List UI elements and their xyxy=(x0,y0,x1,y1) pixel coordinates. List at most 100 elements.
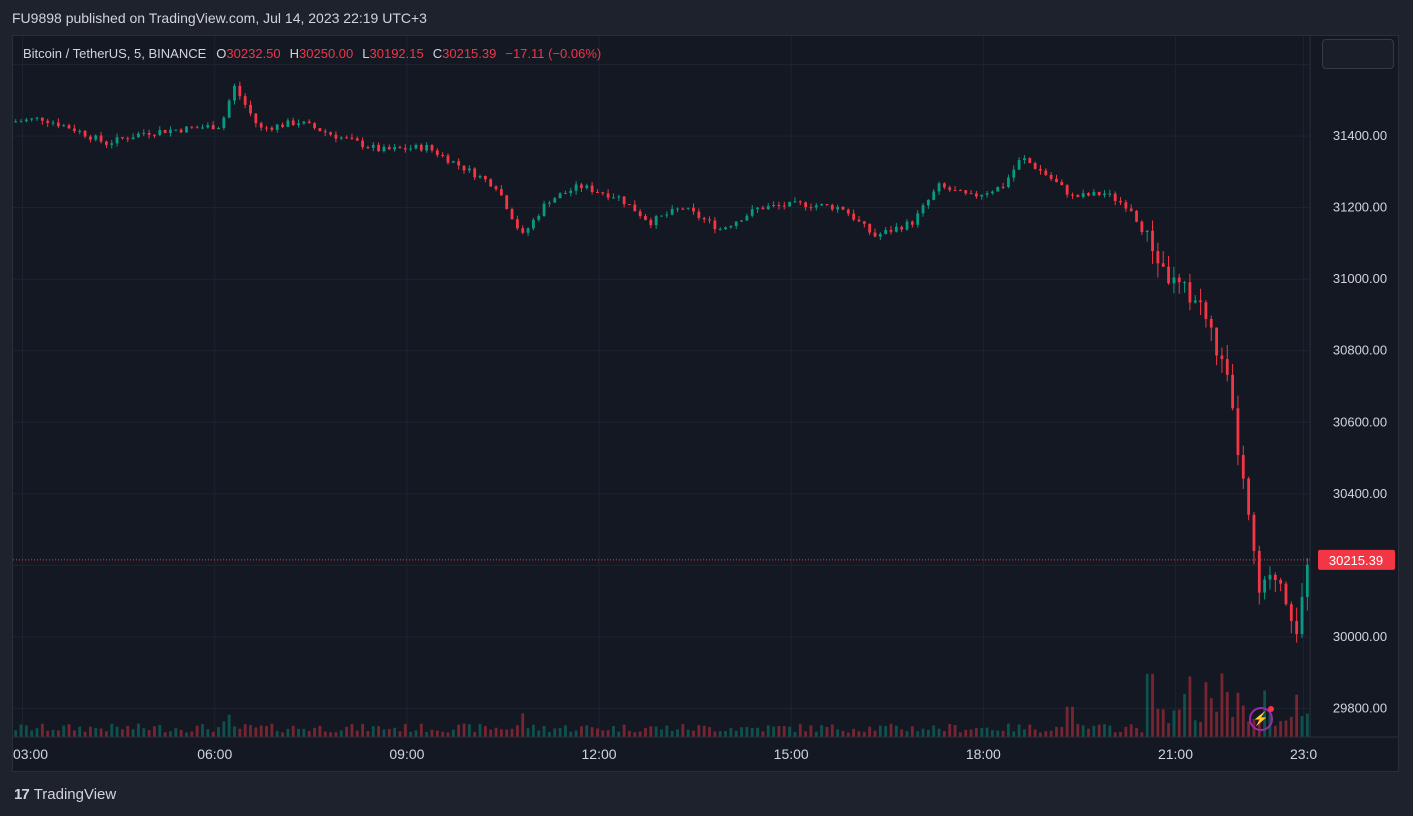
volume-bar xyxy=(499,729,503,737)
candle-body xyxy=(211,125,215,130)
volume-bar xyxy=(222,721,226,737)
volume-bar xyxy=(702,725,706,737)
volume-bar xyxy=(681,724,685,737)
volume-bar xyxy=(46,730,50,737)
candle-body xyxy=(233,85,236,101)
candle-body xyxy=(569,190,573,194)
publish-header: FU9898 published on TradingView.com, Jul… xyxy=(12,10,427,26)
candle-body xyxy=(1177,277,1181,283)
volume-bar xyxy=(942,730,946,737)
volume-bar xyxy=(265,726,268,737)
volume-bar xyxy=(622,724,626,737)
candle-body xyxy=(1113,193,1117,201)
candle-body xyxy=(750,209,754,216)
candle-body xyxy=(30,118,34,120)
volume-bar xyxy=(1113,732,1117,737)
candle-body xyxy=(649,219,653,226)
candle-body xyxy=(387,146,391,150)
volume-bar xyxy=(745,727,749,737)
volume-bar xyxy=(339,730,343,737)
volume-bar xyxy=(1204,682,1208,737)
high-label: H xyxy=(289,46,300,61)
volume-bar xyxy=(361,723,365,737)
candle-body xyxy=(1119,200,1122,203)
volume-bar xyxy=(307,731,311,737)
candle-body xyxy=(788,201,791,207)
candle-body xyxy=(537,215,541,220)
price-tick-label: 29800.00 xyxy=(1333,700,1387,715)
volume-bar xyxy=(510,728,514,737)
candle-body xyxy=(1033,163,1037,169)
volume-bar xyxy=(40,723,44,737)
candle-body xyxy=(1199,300,1202,303)
candle-body xyxy=(313,123,316,129)
candle-body xyxy=(72,128,76,132)
volume-bar xyxy=(1273,725,1277,737)
volume-bar xyxy=(841,730,845,737)
volume-bar xyxy=(56,730,60,737)
candle-body xyxy=(259,123,263,128)
volume-bar xyxy=(467,724,471,737)
volume-bar xyxy=(894,725,898,737)
candle-body xyxy=(766,205,770,210)
candle-body xyxy=(147,133,151,135)
candle-body xyxy=(1023,158,1026,161)
volume-bar xyxy=(201,724,204,737)
volume-bar xyxy=(601,730,605,737)
volume-bar xyxy=(1241,705,1245,737)
candle-body xyxy=(878,234,882,237)
candle-body xyxy=(131,137,135,140)
candle-body xyxy=(772,204,775,206)
volume-bar xyxy=(350,723,354,737)
candle-body xyxy=(254,113,258,124)
volume-bar xyxy=(446,732,450,737)
volume-bar xyxy=(1087,728,1090,737)
volume-bar xyxy=(227,714,231,737)
candle-body xyxy=(1065,185,1069,195)
volume-bar xyxy=(419,723,423,737)
volume-bar xyxy=(804,731,808,737)
ohlc-legend: Bitcoin / TetherUS, 5, BINANCE O30232.50 H… xyxy=(23,46,610,61)
candle-body xyxy=(275,124,279,130)
candle-body xyxy=(115,137,119,144)
candle-body xyxy=(548,202,551,204)
volume-bar xyxy=(1183,693,1186,737)
candle-body xyxy=(510,209,514,220)
volume-bar xyxy=(243,724,247,737)
candle-body xyxy=(948,187,952,191)
volume-bar xyxy=(110,723,114,737)
candle-body xyxy=(158,129,162,136)
chart-frame[interactable] xyxy=(12,35,1399,772)
volume-bar xyxy=(1140,732,1144,737)
volume-bar xyxy=(836,729,840,737)
candle-body xyxy=(435,150,439,155)
candle-body xyxy=(1156,251,1160,264)
tradingview-brand[interactable]: 17 TradingView xyxy=(14,786,116,803)
volume-bar xyxy=(238,728,242,737)
candle-body xyxy=(222,117,226,128)
time-tick-label: 06:00 xyxy=(197,746,232,762)
volume-bar xyxy=(878,725,882,737)
volume-bar xyxy=(377,726,381,737)
candle-body xyxy=(756,207,759,210)
volume-bar xyxy=(1156,709,1160,737)
candle-body xyxy=(921,205,925,214)
volume-bar xyxy=(1284,720,1288,737)
lightning-bolt-icon[interactable]: ⚡ xyxy=(1249,706,1274,731)
volume-bar xyxy=(185,732,188,737)
candle-body xyxy=(670,208,674,215)
candle-body xyxy=(169,129,172,133)
candle-body xyxy=(142,133,146,135)
volume-bar xyxy=(980,728,984,737)
candle-body xyxy=(1247,478,1251,515)
volume-bar xyxy=(585,725,589,737)
volume-bar xyxy=(1145,673,1149,737)
volume-bar xyxy=(435,730,439,737)
top-right-panel[interactable] xyxy=(1322,39,1394,69)
candle-body xyxy=(398,147,402,149)
candle-body xyxy=(505,195,509,210)
candle-body xyxy=(1103,193,1106,196)
volume-bar xyxy=(1049,730,1053,737)
candle-body xyxy=(350,137,354,139)
